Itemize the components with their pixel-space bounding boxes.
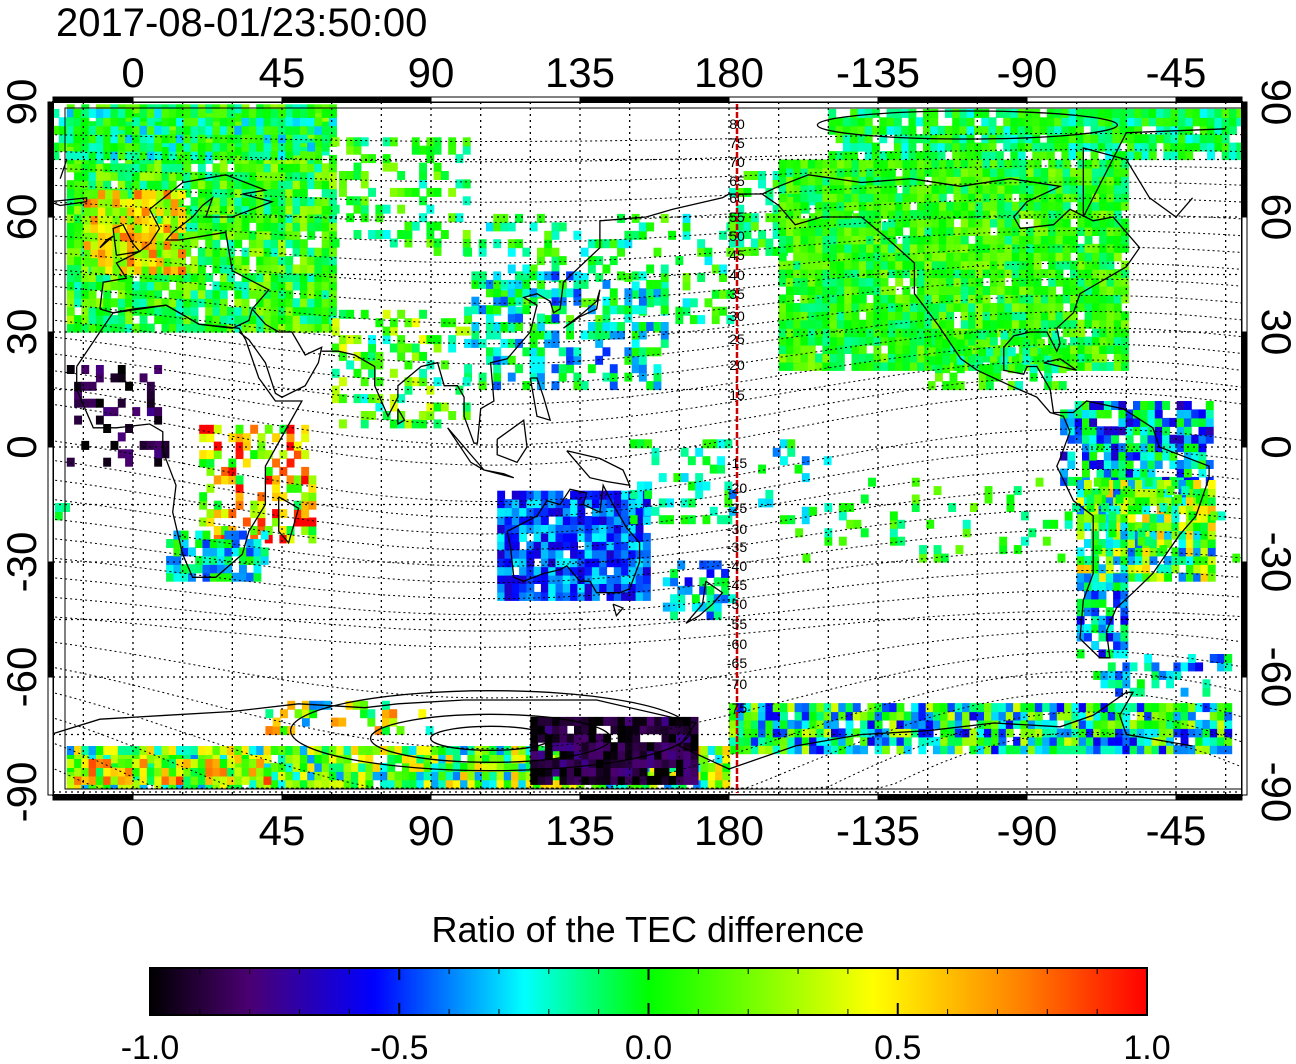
colorbar-tick-label: 0.0 <box>625 1029 672 1064</box>
magnetic-latitude-label: -45 <box>727 577 747 593</box>
magnetic-latitude-label: 20 <box>729 357 745 373</box>
left-axis-tick-label: -60 <box>0 647 45 708</box>
coastlines <box>53 128 1226 770</box>
right-axis-tick-label: 90 <box>1253 79 1296 126</box>
magnetic-latitude-label: 35 <box>729 286 745 302</box>
colorbar-title: Ratio of the TEC difference <box>431 909 865 950</box>
left-axis-tick-label: 60 <box>0 194 45 241</box>
right-axis-tick-label: -30 <box>1253 532 1296 593</box>
magnetic-latitude-label: 65 <box>729 173 745 189</box>
top-axis-tick-label: 90 <box>408 49 455 96</box>
right-axis-tick-label: 60 <box>1253 194 1296 241</box>
colorbar-ticks: -1.0 -0.5 0.0 0.5 1.0 <box>121 968 1171 1064</box>
bottom-axis-tick-label: 90 <box>408 807 455 854</box>
bottom-axis-tick-label: -135 <box>836 807 920 854</box>
magnetic-latitude-label: -25 <box>727 500 747 516</box>
magnetic-latitude-label: 50 <box>729 228 745 244</box>
magnetic-latitude-label: 45 <box>729 247 745 263</box>
top-axis-tick-label: 135 <box>545 49 615 96</box>
magnetic-latitude-label: 40 <box>729 267 745 283</box>
left-axis-tick-label: -30 <box>0 532 45 593</box>
magnetic-latitude-label: -65 <box>727 655 747 671</box>
colorbar: -1.0 -0.5 0.0 0.5 1.0 <box>121 967 1171 1064</box>
magnetic-latitude-label: 15 <box>729 387 745 403</box>
bottom-axis-tick-label: -90 <box>997 807 1058 854</box>
magnetic-latitude-label: -35 <box>727 539 747 555</box>
magnetic-latitude-label: -60 <box>727 636 747 652</box>
right-axis-tick-label: -90 <box>1253 762 1296 823</box>
top-axis-tick-label: 180 <box>694 49 764 96</box>
magnetic-latitude-label: -55 <box>727 616 747 632</box>
bottom-axis-tick-label: 135 <box>545 807 615 854</box>
magnetic-latitude-label: -20 <box>727 480 747 496</box>
magnetic-latitude-label: -75 <box>727 700 747 716</box>
magnetic-latitude-label: 75 <box>729 135 745 151</box>
top-axis-tick-label: -90 <box>997 49 1058 96</box>
top-axis-tick-label: -135 <box>836 49 920 96</box>
top-axis-tick-label: 0 <box>121 49 144 96</box>
right-axis-tick-label: -60 <box>1253 647 1296 708</box>
tec-ratio-map: 8075706560555045403530252015-15-20-25-30… <box>0 49 1296 854</box>
magnetic-latitude-label: -15 <box>727 455 747 471</box>
bottom-axis-tick-label: -45 <box>1146 807 1207 854</box>
magnetic-latitude-label: 80 <box>729 116 745 132</box>
bottom-axis-tick-label: 180 <box>694 807 764 854</box>
magnetic-latitude-label: -50 <box>727 596 747 612</box>
top-axis-tick-label: -45 <box>1146 49 1207 96</box>
bottom-axis-tick-label: 0 <box>121 807 144 854</box>
magnetic-latitude-label: -30 <box>727 521 747 537</box>
top-axis-tick-label: 45 <box>259 49 306 96</box>
bottom-axis-tick-label: 45 <box>259 807 306 854</box>
magnetic-latitude-label: -40 <box>727 558 747 574</box>
left-axis-tick-label: 90 <box>0 79 45 126</box>
right-axis-tick-label: 30 <box>1253 309 1296 356</box>
colorbar-tick-label: 1.0 <box>1123 1029 1170 1064</box>
axis-tick-labels: 0 45 90 135 180 -135 -90 -45 0 45 90 135 180 -135 -90 -… <box>0 49 1296 854</box>
left-axis-tick-label: 30 <box>0 309 45 356</box>
magnetic-latitude-label: 25 <box>729 331 745 347</box>
colorbar-tick-label: -1.0 <box>121 1029 180 1064</box>
magnetic-latitude-label: 30 <box>729 308 745 324</box>
axis-border-bars <box>47 96 1248 801</box>
colorbar-tick-label: -0.5 <box>370 1029 429 1064</box>
colorbar-tick-label: 0.5 <box>874 1029 921 1064</box>
magnetic-latitude-label: 55 <box>729 209 745 225</box>
magnetic-latitude-label: 60 <box>729 190 745 206</box>
right-axis-tick-label: 0 <box>1253 435 1296 458</box>
left-axis-tick-label: 0 <box>0 435 45 458</box>
tec-data-pixels <box>53 104 1242 789</box>
magnetic-latitude-label: 70 <box>729 154 745 170</box>
left-axis-tick-label: -90 <box>0 762 45 823</box>
map-timestamp-title: 2017-08-01/23:50:00 <box>56 1 428 45</box>
magnetic-latitude-label: -70 <box>727 676 747 692</box>
